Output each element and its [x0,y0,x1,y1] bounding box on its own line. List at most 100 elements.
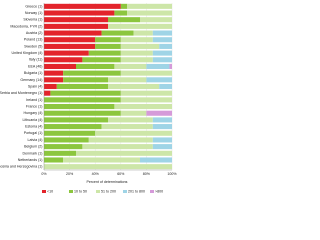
bar-segment [152,30,172,36]
bar-segment [44,150,76,156]
bar-segment [44,110,121,116]
bar-segment [44,70,64,76]
bar-segment [120,37,153,43]
bar-segment [152,124,172,130]
bar-segment [152,57,172,63]
bar-segment [44,104,115,110]
x-tick-label: 40% [92,172,100,176]
bar-segment [82,144,153,150]
bar-segment [108,23,172,29]
bar-segment [63,157,141,163]
y-tick-label: Norway (1) [25,11,43,15]
bar-segment [95,130,172,136]
bar-segment [120,110,147,116]
bar-segment [120,90,172,96]
bar-segment [44,23,108,29]
bar-segment [169,63,172,69]
bar-segment [108,17,140,23]
y-tick-label: Latvia (4) [28,138,43,142]
y-tick-label: Ireland (1) [26,98,42,102]
bar-segment [44,130,96,136]
bar-segment [120,50,153,56]
legend-swatch [150,190,154,193]
bar-segment [56,83,108,90]
bar-segment [127,3,172,9]
y-tick-label: Greece (1) [25,4,42,8]
bar-segment [159,83,172,90]
bar-segment [108,117,153,123]
bar-segment [44,164,172,170]
bar-segment [44,90,51,96]
y-tick-label: Belgium (2) [24,145,42,149]
legend-swatch [96,190,100,193]
bar-segment [146,77,172,83]
bar-segment [44,30,102,36]
bar-segment [114,104,172,110]
y-tick-label: Denmark (1) [23,151,43,155]
y-tick-label: Macedonia, FYR (2) [10,24,42,28]
bar-segment [44,117,108,123]
bar-segment [120,70,172,76]
bar-segment [44,63,76,69]
y-tick-label: United Kingdom (4) [12,51,43,55]
legend-label: 51 to 200 [101,190,116,194]
y-tick-label: Hungary (4) [24,111,43,115]
y-tick-label: Slovenia (1) [23,18,42,22]
bar-segment [101,124,153,130]
legend-swatch [69,190,73,193]
bar-segment [146,63,170,69]
bar-segment [120,43,160,49]
bar-segment [44,10,115,16]
y-tick-label: Lithuania (4) [23,118,43,122]
y-tick-label: Sweden (5) [24,44,42,48]
bar-segment [120,97,172,103]
bar-segment [133,30,153,36]
y-tick-label: Italy (11) [29,58,43,62]
bar-segment [127,10,172,16]
bar-segment [44,50,89,56]
y-tick-label: Portugal (1) [24,131,43,135]
bar-segment [44,137,89,143]
bar-segment [76,63,115,69]
x-tick-label: 60% [117,172,125,176]
legend-swatch [42,190,46,193]
bar-segment [76,150,172,156]
y-tick-label: Spain (4) [28,84,43,88]
chart: Percent of determinations 0% 20% 40% 60% 80%… [0,3,177,194]
bar-segment [152,50,172,56]
bar-segment [152,117,172,123]
y-tick-label: Bosnia and Herzegovina (1) [0,165,43,169]
bar-segment [44,157,64,163]
bar-segment [44,57,83,63]
bar-segment [140,17,172,23]
bar-segment [101,30,134,36]
bar-segment [114,63,147,69]
bar-segment [108,83,160,90]
bar-segment [44,83,57,90]
y-tick-label: Austria (2) [26,31,43,35]
bar-segment [146,110,172,116]
x-tick-label: 0% [41,172,47,176]
bar-segment [82,57,121,63]
bar-segment [63,70,121,76]
y-tick-label: Germany (14) [20,78,42,82]
bar-segment [120,3,128,9]
bar-segment [120,57,153,63]
legend-label: 10 to 50 [74,190,87,194]
y-tick-label: France (1) [26,104,43,108]
bar-segment [114,10,128,16]
legend-swatch [123,190,127,193]
bar-segment [152,144,172,150]
bar-segment [44,97,121,103]
x-tick-label: 20% [66,172,74,176]
y-tick-label: Poland (13) [24,38,43,42]
legend-label: >800 [155,190,163,194]
y-tick-label: Serbia and Montenegro (1) [0,91,43,95]
bar-segment [63,77,108,83]
bar-segment [159,43,172,49]
x-tick-label: 80% [143,172,151,176]
bar-segment [44,43,96,49]
bar-segment [44,124,102,130]
legend-label: <10 [47,190,53,194]
bar-segment [44,3,121,9]
